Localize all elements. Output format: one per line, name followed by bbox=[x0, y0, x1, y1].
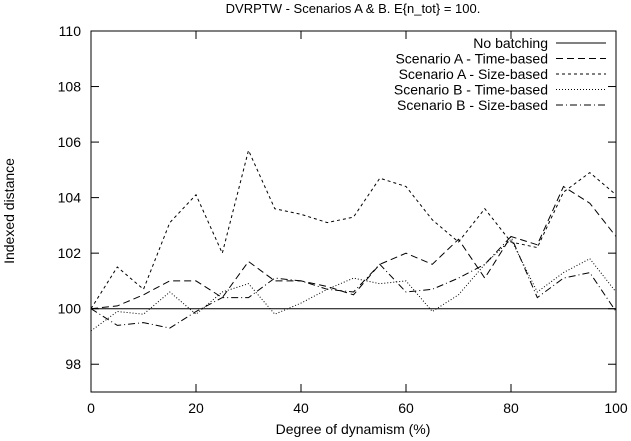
legend-label: No batching bbox=[473, 35, 548, 51]
legend-label: Scenario B - Time-based bbox=[394, 82, 548, 98]
y-tick-label: 98 bbox=[65, 356, 81, 372]
series-line-5 bbox=[90, 235, 617, 329]
x-tick-label: 20 bbox=[188, 400, 204, 416]
series-line-2 bbox=[90, 185, 617, 310]
x-tick-label: 60 bbox=[398, 400, 414, 416]
y-tick-label: 100 bbox=[58, 301, 82, 317]
series-lines bbox=[90, 148, 617, 332]
x-tick-label: 80 bbox=[503, 400, 519, 416]
x-tick-label: 100 bbox=[604, 400, 628, 416]
series-line-3 bbox=[90, 148, 617, 309]
x-axis: 0 20 40 60 80 100 bbox=[87, 31, 628, 416]
legend-label: Scenario A - Size-based bbox=[399, 66, 548, 82]
y-tick-label: 106 bbox=[58, 134, 82, 150]
y-axis: 98 100 102 104 106 108 110 bbox=[58, 23, 616, 372]
y-tick-label: 104 bbox=[58, 190, 82, 206]
x-tick-label: 40 bbox=[293, 400, 309, 416]
y-tick-label: 108 bbox=[58, 79, 82, 95]
plot-area bbox=[90, 30, 617, 393]
chart-title: DVRPTW - Scenarios A & B. E{n_tot} = 100… bbox=[226, 1, 481, 16]
x-tick-label: 0 bbox=[87, 400, 95, 416]
y-tick-label: 102 bbox=[58, 245, 82, 261]
series-line-4 bbox=[90, 238, 617, 332]
plot-frame bbox=[90, 30, 617, 393]
y-tick-label: 110 bbox=[59, 23, 82, 39]
y-axis-title: Indexed distance bbox=[1, 158, 17, 264]
legend-label: Scenario A - Time-based bbox=[395, 51, 548, 67]
x-axis-title: Degree of dynamism (%) bbox=[276, 421, 431, 437]
legend-label: Scenario B - Size-based bbox=[397, 97, 548, 113]
